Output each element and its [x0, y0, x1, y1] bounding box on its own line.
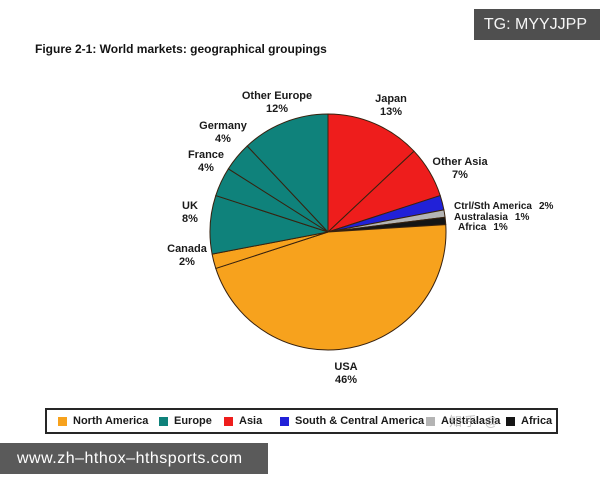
slice-pct: 2% — [179, 256, 195, 268]
pie-slice-japan — [327, 113, 415, 233]
slice-name: Africa — [458, 222, 487, 233]
pie-slice-usa — [215, 224, 447, 351]
legend-swatch-asia — [224, 416, 233, 426]
legend-swatch-europe — [159, 416, 168, 426]
slice-name: UK — [182, 200, 198, 212]
slice-pct: 46% — [334, 374, 358, 386]
legend: North America Europe Asia South & Centra… — [45, 408, 558, 434]
legend-item-south-central-america: South & Central America — [280, 415, 424, 427]
slice-label-germany: Germany 4% — [199, 120, 247, 146]
legend-label: Europe — [174, 415, 212, 427]
slice-pct: 12% — [265, 103, 289, 115]
legend-label: North America — [73, 415, 149, 427]
slice-label-other-europe: Other Europe 12% — [242, 90, 312, 116]
slice-label-australasia: Australasia 1% — [454, 211, 553, 224]
slice-name: Germany — [199, 120, 247, 132]
tg-badge: TG: MYYJJPP — [473, 9, 600, 40]
slice-name: France — [187, 149, 225, 161]
legend-label: Asia — [239, 415, 263, 427]
legend-item-africa: Africa — [506, 415, 552, 427]
slice-label-france: France 4% — [188, 149, 224, 175]
slice-pct: 4% — [215, 133, 231, 145]
slice-label-ctrl-sth-america: Ctrl/Sth America 2% — [454, 201, 554, 213]
slice-label-japan: Japan 13% — [375, 93, 407, 119]
slice-pct: 7% — [452, 169, 468, 181]
slice-label-canada: Canada 2% — [167, 243, 207, 269]
legend-item-europe: Europe — [159, 415, 212, 427]
slice-label-usa: USA 46% — [334, 361, 357, 387]
legend-label: Australasia — [441, 415, 501, 427]
legend-swatch-australasia — [426, 416, 435, 426]
legend-label: South & Central America — [295, 415, 425, 427]
slice-label-uk: UK 8% — [182, 200, 198, 226]
slice-pct: 2% — [538, 201, 554, 212]
slice-label-other-asia: Other Asia 7% — [432, 156, 487, 182]
slice-name: Japan — [375, 93, 407, 105]
legend-item-north-america: North America — [58, 415, 148, 427]
legend-swatch-africa — [506, 416, 515, 426]
slice-name: USA — [334, 361, 358, 373]
legend-item-asia: Asia — [224, 415, 262, 427]
slice-name: Other Asia — [432, 156, 488, 168]
slice-label-africa: Africa 1% — [454, 222, 553, 234]
slice-pct: 1% — [514, 211, 530, 223]
legend-swatch-south-central-america — [280, 416, 289, 426]
small-slice-labels: Ctrl/Sth America 2% Australasia 1% Africa 1… — [454, 201, 554, 234]
legend-label: Africa — [521, 415, 553, 427]
legend-swatch-north-america — [58, 416, 67, 426]
slice-name: Ctrl/Sth America — [454, 201, 532, 212]
slice-pct: 1% — [493, 222, 508, 233]
slice-name: Other Europe — [241, 90, 313, 102]
slice-pct: 4% — [198, 162, 214, 174]
slice-pct: 8% — [182, 213, 198, 225]
pie-slice-other-europe — [246, 113, 329, 233]
slice-name: Canada — [167, 243, 207, 255]
legend-item-australasia: Australasia — [426, 415, 500, 427]
url-bar: www.zh–hthox–hthsports.com — [0, 443, 268, 474]
slice-pct: 13% — [379, 106, 403, 118]
slice-name: Australasia — [454, 211, 508, 223]
figure-title: Figure 2-1: World markets: geographical … — [35, 42, 327, 56]
